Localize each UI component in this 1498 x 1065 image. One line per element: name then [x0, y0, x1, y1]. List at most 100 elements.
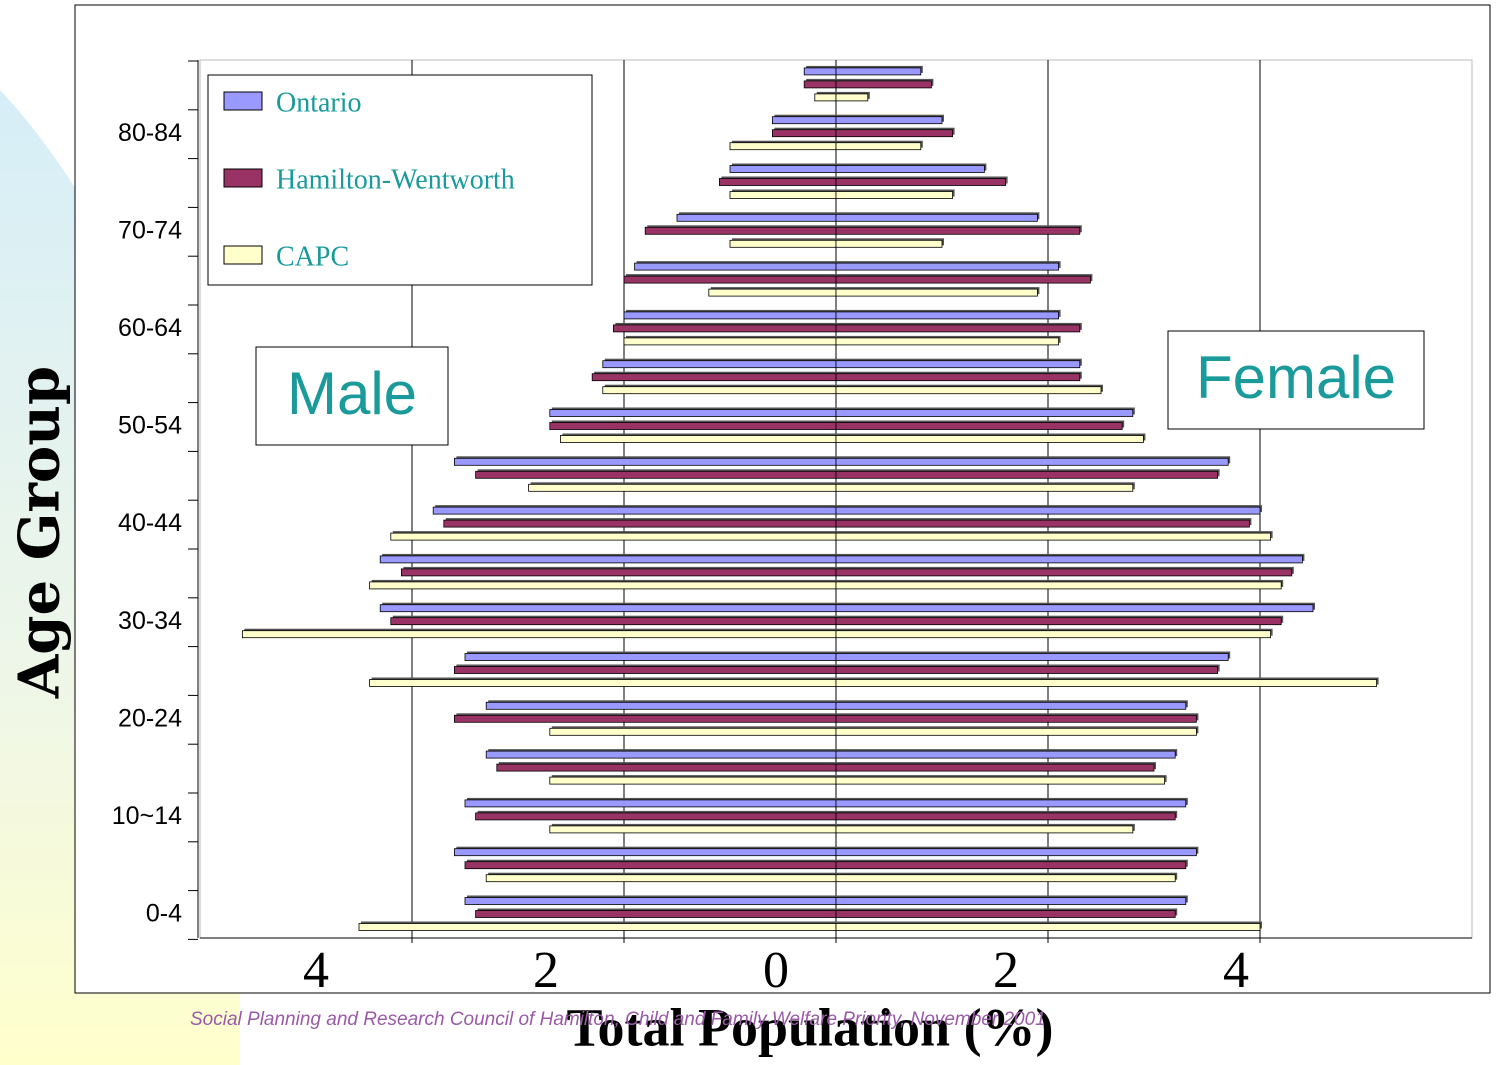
bar — [835, 701, 1187, 710]
bar — [591, 373, 837, 382]
x-tick-label: 4 — [1223, 942, 1249, 999]
bar — [676, 213, 837, 222]
bar — [708, 288, 837, 297]
bar — [835, 311, 1060, 320]
bar — [835, 409, 1134, 417]
bar — [464, 897, 837, 905]
bar — [835, 604, 1314, 613]
bar — [729, 165, 837, 173]
bar — [613, 324, 837, 333]
bar — [464, 799, 837, 808]
bar — [835, 191, 953, 199]
bar — [453, 457, 837, 466]
bar — [835, 617, 1282, 626]
bar — [835, 93, 869, 102]
bar — [835, 874, 1176, 883]
bar — [549, 409, 837, 417]
bar — [835, 262, 1060, 271]
bar — [729, 239, 837, 248]
bar — [432, 506, 837, 515]
female-box — [1167, 330, 1425, 430]
bar — [369, 679, 837, 687]
bar — [835, 226, 1081, 235]
bar — [772, 116, 837, 125]
bar — [835, 142, 922, 151]
bar — [549, 776, 837, 785]
bar — [835, 116, 943, 125]
legend-swatch — [223, 168, 263, 188]
x-tick-label: 0 — [763, 942, 789, 999]
bar — [835, 373, 1081, 382]
bar — [390, 617, 837, 626]
bar — [835, 714, 1197, 723]
legend — [207, 74, 593, 286]
bar — [835, 861, 1187, 870]
bar — [835, 360, 1081, 369]
bar — [835, 763, 1155, 772]
bar — [379, 555, 837, 564]
y-tick-label: 80-84 — [118, 119, 182, 147]
bar — [485, 750, 837, 759]
legend-label: CAPC — [276, 241, 349, 272]
bar — [719, 178, 837, 186]
bar — [549, 422, 837, 430]
bar — [835, 679, 1377, 687]
legend-label: Hamilton-Wentworth — [276, 164, 515, 195]
bar — [835, 165, 985, 173]
bar — [485, 701, 837, 710]
bar — [835, 337, 1060, 346]
bar — [453, 848, 837, 857]
bar — [835, 532, 1272, 541]
male-box — [255, 346, 449, 446]
y-tick-label: 10~14 — [112, 802, 182, 830]
bar — [835, 213, 1038, 222]
x-tick-label: 2 — [993, 942, 1019, 999]
bar — [835, 506, 1261, 515]
y-tick-label: 50-54 — [118, 412, 182, 440]
bar — [835, 825, 1134, 834]
y-tick-label: 30-34 — [118, 607, 182, 635]
bar — [835, 750, 1176, 759]
legend-swatch — [223, 245, 263, 265]
bar — [453, 714, 837, 723]
y-tick-label: 70-74 — [118, 216, 182, 244]
bar — [634, 262, 837, 271]
bar — [835, 799, 1187, 808]
bar — [835, 67, 922, 76]
bar — [814, 93, 837, 102]
x-tick-label: 4 — [303, 942, 329, 999]
y-tick-label: 20-24 — [118, 704, 182, 732]
bar — [835, 386, 1102, 395]
bar — [835, 324, 1081, 333]
bar — [729, 191, 837, 199]
bar — [835, 483, 1134, 492]
bar — [496, 763, 837, 772]
bar — [835, 275, 1091, 284]
y-tick-label: 0-4 — [146, 900, 182, 928]
bar — [835, 923, 1261, 931]
bar — [835, 555, 1303, 564]
bar — [835, 129, 953, 138]
bar — [623, 275, 837, 284]
bar — [241, 630, 837, 639]
x-tick-label: 2 — [533, 942, 559, 999]
bar — [623, 311, 837, 320]
bar — [464, 653, 837, 661]
bar — [528, 483, 837, 492]
bar — [835, 568, 1293, 577]
bar — [803, 80, 837, 89]
bar — [835, 812, 1176, 821]
bar — [602, 386, 837, 395]
bar — [390, 532, 837, 541]
bar — [835, 422, 1123, 430]
legend-swatch — [223, 91, 263, 111]
bar — [835, 910, 1176, 918]
y-tick-label: 40-44 — [118, 509, 182, 537]
bar — [835, 897, 1187, 905]
bar — [835, 178, 1007, 186]
bar — [803, 67, 837, 76]
bar — [623, 337, 837, 346]
bar — [835, 239, 943, 248]
bar — [475, 910, 837, 918]
